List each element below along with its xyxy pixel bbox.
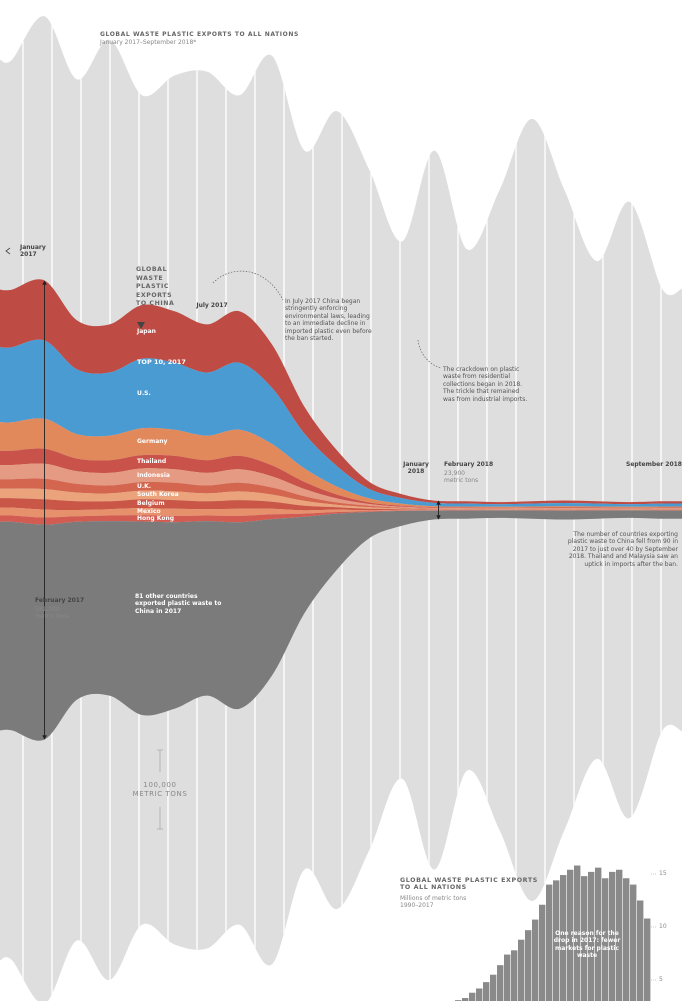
stream-band [0, 478, 682, 510]
stream-band [0, 498, 682, 511]
stream-band [0, 339, 682, 507]
bar [483, 982, 490, 1001]
bar [539, 904, 546, 1001]
y-tick-label: 15 [659, 870, 667, 878]
stream-band [0, 510, 682, 741]
series-label: Belgium [137, 499, 165, 507]
series-label: 81 other countries exported plastic wast… [135, 593, 222, 615]
bar [630, 884, 637, 1001]
series-label: Indonesia [137, 471, 170, 479]
decor [5, 247, 442, 369]
scale-unit: METRIC TONS [132, 789, 188, 798]
stream-band [0, 507, 682, 518]
bar [560, 875, 567, 1001]
month-label: July 2017 [196, 302, 228, 309]
annotation: In July 2017 China began stringently enf… [285, 298, 372, 343]
callout-amount: 23,900 [444, 470, 465, 477]
china-title: GLOBAL WASTE PLASTIC EXPORTS TO CHINA [136, 266, 175, 308]
month-label: January 2017 [20, 244, 46, 259]
bar [644, 918, 651, 1001]
series-label: Thailand [137, 458, 167, 466]
y-tick-label: 5 [659, 976, 663, 984]
month-label: February 2017 [35, 597, 85, 604]
bar [525, 930, 532, 1001]
annotation: The number of countries exporting plasti… [567, 531, 678, 568]
series-label: Japan [137, 328, 156, 336]
bar [518, 939, 525, 1001]
scale-label: 100,000 [143, 780, 177, 789]
series-label: Mexico [137, 507, 161, 515]
bar-annotation: One reason for the drop in 2017: fewer m… [553, 930, 621, 960]
bar [532, 919, 539, 1001]
bar-title: GLOBAL WASTE PLASTIC EXPORTS TO ALL NATI… [400, 877, 538, 892]
bar [504, 954, 511, 1001]
series-label: U.S. [137, 389, 151, 397]
bar [623, 878, 630, 1001]
group-label: TOP 10, 2017 [137, 358, 186, 366]
bar [609, 871, 616, 1001]
stream-band [0, 279, 682, 505]
annotation: The crackdown on plastic waste from resi… [443, 366, 528, 403]
series-label: Hong Kong [137, 514, 175, 522]
bar [476, 988, 483, 1001]
bar [546, 884, 553, 1001]
stream-band [0, 488, 682, 510]
pointer [137, 322, 145, 329]
subtitle: January 2017–September 2018* [100, 39, 197, 46]
bar [616, 869, 623, 1001]
bar-subtitle: Millions of metric tons [400, 895, 467, 902]
bar [574, 865, 581, 1001]
bar [553, 880, 560, 1001]
stream-band [0, 448, 682, 509]
bar [637, 900, 644, 1001]
stream-band [0, 463, 682, 509]
bar [595, 867, 602, 1001]
callout-unit: metric tons [35, 613, 70, 621]
pointer [5, 247, 11, 255]
bar [511, 950, 518, 1001]
callout-amount: 581,000 [35, 606, 60, 613]
connector [417, 339, 442, 369]
bar [462, 998, 469, 1001]
series-label: Germany [137, 437, 168, 445]
bar-layer [455, 865, 657, 1001]
china-layer [0, 279, 682, 830]
month-label: September 2018 [626, 461, 682, 468]
title: GLOBAL WASTE PLASTIC EXPORTS TO ALL NATI… [100, 31, 299, 38]
bar [469, 992, 476, 1001]
connector [212, 270, 284, 301]
series-label: South Korea [137, 491, 179, 499]
stream-band [0, 510, 682, 525]
callout-unit: metric tons [444, 477, 479, 485]
bar [602, 878, 609, 1001]
bar [588, 871, 595, 1001]
bar [490, 974, 497, 1001]
bar [497, 965, 504, 1001]
month-label: February 2018 [444, 461, 494, 468]
stream-band [0, 418, 682, 508]
y-tick-label: 10 [659, 923, 667, 931]
series-label: U.K. [137, 482, 152, 490]
month-label: January 2018 [403, 461, 429, 476]
bar [581, 876, 588, 1001]
bar-period: 1990–2017 [400, 902, 434, 910]
bar [567, 869, 574, 1001]
